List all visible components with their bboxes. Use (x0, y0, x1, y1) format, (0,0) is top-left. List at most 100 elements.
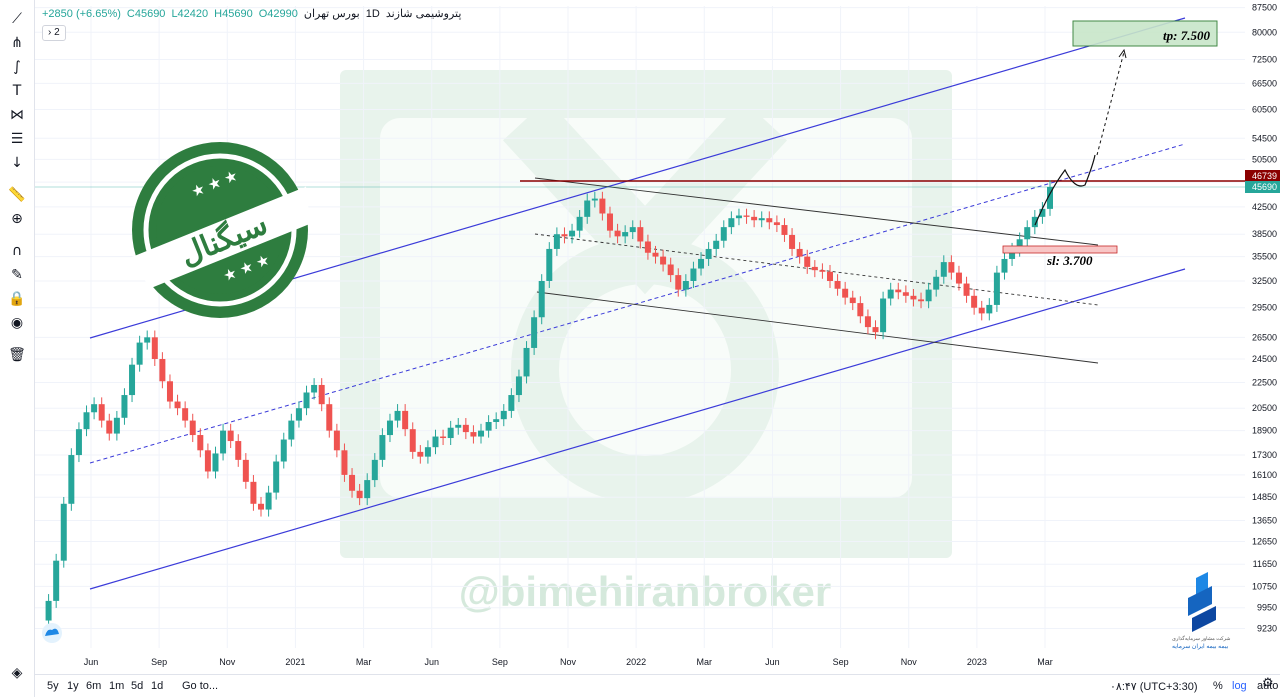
x-tick-label: Jun (424, 657, 439, 667)
inner-channel-lower (536, 291, 1099, 364)
y-tick-label: 26500 (1252, 332, 1277, 342)
candle-body (591, 198, 598, 201)
candle-body (857, 303, 864, 317)
y-tick-label: 72500 (1252, 54, 1277, 64)
candles (45, 180, 1053, 628)
candle-body (386, 420, 393, 436)
candle-body (394, 410, 401, 421)
candle-body (660, 256, 667, 265)
candle-body (675, 275, 682, 290)
range-6m[interactable]: 6m (86, 680, 102, 692)
legend-exchange: بورس تهران (303, 8, 360, 20)
pitchfork-icon[interactable]: ⋔ (11, 35, 23, 51)
candle-body (1016, 239, 1023, 250)
candle-body (45, 600, 52, 621)
candle-body (978, 307, 985, 314)
clock[interactable]: ۰۸:۴۷ (UTC+3:30) (1110, 681, 1198, 693)
candle-body (159, 358, 166, 382)
candle-body (940, 262, 947, 277)
y-tick-label: 80000 (1252, 27, 1277, 37)
candle-body (644, 241, 651, 253)
legend-collapse-button[interactable]: › 2 (42, 25, 66, 41)
candle-body (698, 258, 705, 269)
candle-body (493, 419, 500, 423)
settings-icon[interactable]: ⚙ (1262, 676, 1274, 691)
candle-body (402, 410, 409, 430)
text-tool-icon[interactable]: T (12, 83, 22, 99)
price-axis[interactable]: 8750080000725006650060500545005050046500… (1252, 3, 1277, 634)
fib-icon[interactable]: ☰ (10, 131, 24, 147)
broker-logo: شرکت مشاور سرمایه‌گذاری بیمه بیمه ایران … (1172, 572, 1230, 650)
y-tick-label: 9950 (1257, 603, 1277, 613)
magnet-icon[interactable]: ∩ (11, 243, 23, 259)
pattern-icon[interactable]: ⋈ (10, 107, 24, 123)
candle-body (379, 435, 386, 460)
x-tick-label: 2023 (967, 657, 987, 667)
legend-interval: 1D (365, 7, 380, 20)
candle-body (349, 474, 356, 491)
y-tick-label: 66500 (1252, 78, 1277, 88)
candle-body (121, 395, 128, 418)
goto-button[interactable]: Go to... (182, 680, 219, 692)
y-tick-label: 50500 (1252, 154, 1277, 164)
candle-body (204, 450, 211, 472)
x-tick-label: Nov (219, 657, 236, 667)
candle-body (819, 270, 826, 272)
y-tick-label: 35500 (1252, 252, 1277, 262)
zoom-icon[interactable]: ⊕ (11, 211, 23, 227)
watermark-text: @bimehiranbroker (459, 568, 831, 615)
brush-icon[interactable]: ∫ (13, 59, 21, 75)
layers-icon[interactable]: ◈ (11, 665, 23, 681)
auto-toggle[interactable]: auto (1257, 680, 1279, 692)
range-1m[interactable]: 1m (109, 680, 125, 692)
eye-icon[interactable]: ◉ (10, 315, 24, 331)
drawing-toolbar: ⟋ ⋔ ∫ T ⋈ ☰ ↓ 📏 ⊕ ∩ ✎ 🔒 ◉ 🗑 ◈ (0, 0, 35, 697)
candle-body (182, 408, 189, 421)
candle-body (136, 342, 143, 365)
percent-toggle[interactable]: % (1213, 680, 1223, 692)
candle-body (432, 436, 439, 448)
pencil-lock-icon[interactable]: ✎ (11, 267, 23, 283)
svg-text:شرکت مشاور سرمایه‌گذاری: شرکت مشاور سرمایه‌گذاری (1172, 635, 1230, 642)
range-5d[interactable]: 5d (131, 680, 144, 692)
resistance-tag: 46739 (1245, 170, 1280, 181)
x-tick-label: Sep (492, 657, 508, 667)
candle-body (455, 424, 462, 428)
candle-body (371, 459, 378, 481)
candle-body (895, 289, 902, 293)
lock-icon[interactable]: 🔒 (8, 291, 26, 307)
range-1y[interactable]: 1y (67, 680, 79, 692)
cloud-icon[interactable] (42, 623, 62, 643)
x-tick-label: Nov (560, 657, 577, 667)
candle-body (1047, 186, 1053, 209)
crosshair-line-icon[interactable]: ⟋ (12, 11, 22, 27)
candle-body (235, 441, 242, 460)
candle-body (971, 295, 978, 308)
y-tick-label: 87500 (1252, 3, 1277, 13)
time-axis[interactable]: Jun Sep Nov 2021 Mar Jun Sep Nov 2022 Mar Jun Sep No… (84, 657, 1053, 667)
candle-body (751, 216, 758, 221)
candle-body (318, 384, 325, 405)
ruler-icon[interactable]: 📏 (8, 187, 26, 203)
candle-body (91, 404, 98, 413)
candle-body (515, 376, 522, 396)
price-chart[interactable]: @bimehiranbroker tp: 7.500 sl: 3.700 سیگ… (35, 0, 1280, 674)
candle-body (258, 503, 265, 510)
range-5y[interactable]: 5y (47, 680, 59, 692)
range-1d[interactable]: 1d (151, 680, 164, 692)
candle-body (447, 427, 454, 439)
candle-body (910, 295, 917, 300)
candle-body (781, 225, 788, 235)
arrow-down-icon[interactable]: ↓ (11, 155, 23, 171)
trash-icon[interactable]: 🗑 (8, 347, 26, 363)
candle-body (424, 447, 431, 457)
candle-body (758, 218, 765, 221)
candle-body (106, 420, 113, 434)
inner-channel-upper (534, 177, 1099, 246)
candle-body (773, 222, 780, 226)
legend-close: C45690 (126, 7, 166, 20)
candle-body (728, 218, 735, 228)
y-tick-label: 24500 (1252, 354, 1277, 364)
candle-body (478, 430, 485, 437)
log-toggle[interactable]: log (1232, 680, 1247, 692)
